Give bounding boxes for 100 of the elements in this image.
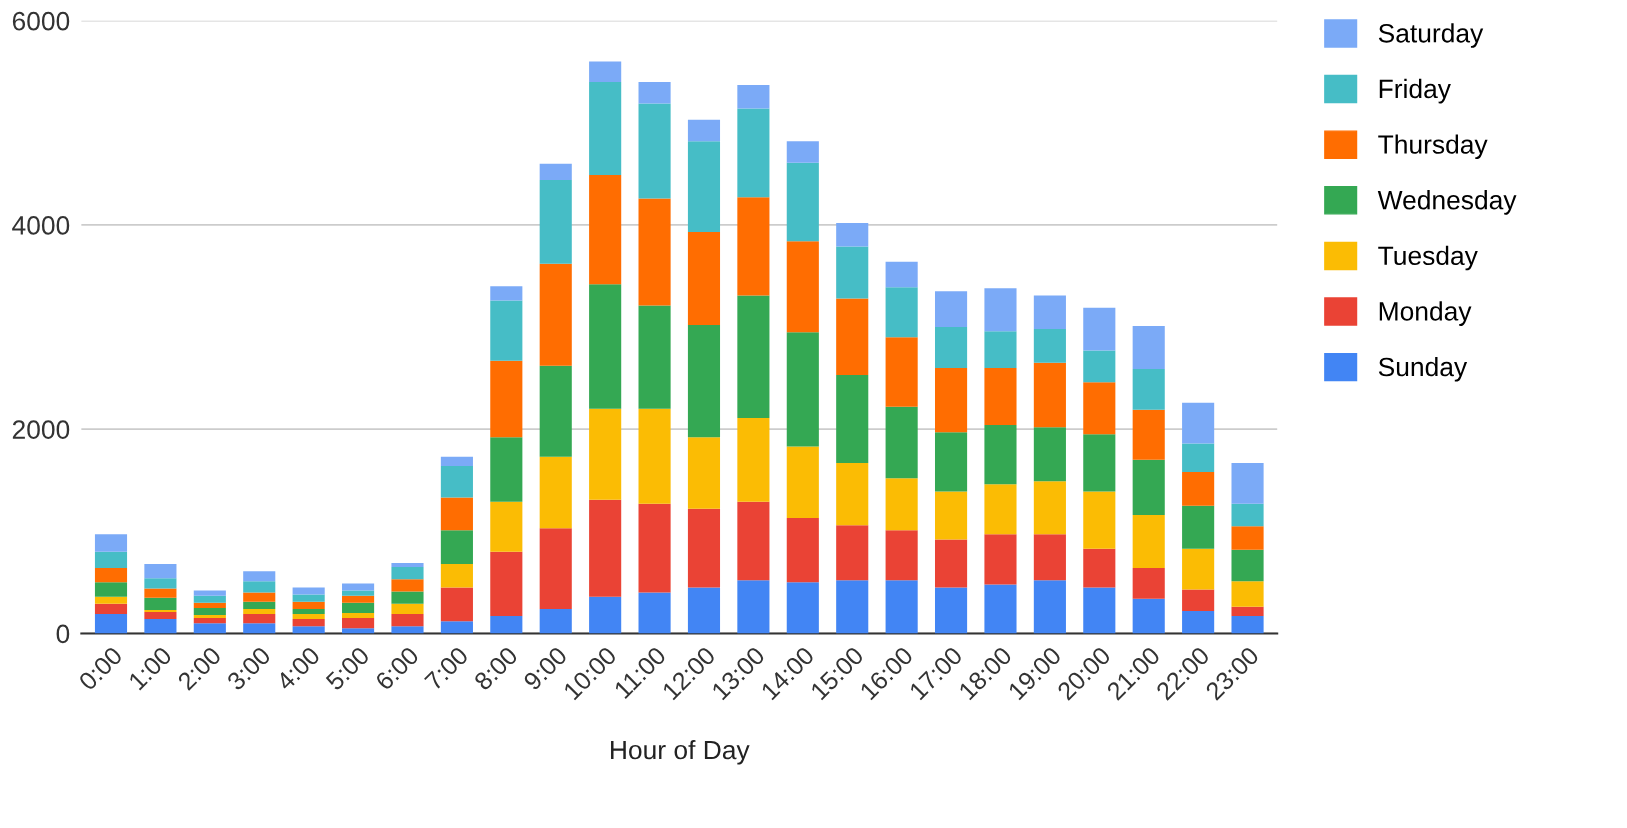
bar: [984, 367, 1017, 426]
bar: [935, 432, 968, 492]
bar: [1132, 368, 1165, 410]
bar: [539, 528, 572, 609]
bar: [490, 286, 523, 301]
bar: [638, 408, 671, 504]
bar: [243, 581, 276, 593]
bar: [243, 592, 276, 602]
bar: [935, 367, 968, 433]
legend-label: Friday: [1379, 78, 1451, 104]
bar: [1083, 350, 1116, 383]
bar: [1033, 481, 1066, 535]
x-axis-title: Hour of Day: [611, 739, 750, 765]
y-tick-label: 2000: [12, 420, 70, 439]
bar: [885, 406, 918, 479]
bar: [1231, 526, 1264, 550]
bar: [193, 590, 226, 596]
bar: [94, 534, 128, 552]
bar: [440, 621, 473, 634]
bar: [342, 590, 375, 596]
bar: [687, 232, 721, 326]
bar: [885, 261, 918, 288]
bar: [836, 298, 869, 376]
legend-label: Thursday: [1378, 134, 1488, 160]
bar: [984, 484, 1017, 535]
bar: [836, 525, 869, 581]
bar: [391, 591, 424, 604]
bar: [638, 198, 671, 306]
bar: [440, 587, 473, 622]
bar: [1083, 587, 1116, 634]
bar: [589, 81, 622, 175]
bar: [836, 375, 869, 463]
bar: [1033, 427, 1066, 482]
bar: [737, 580, 770, 634]
bar: [1033, 580, 1066, 634]
bar: [391, 562, 424, 568]
bar: [144, 619, 177, 634]
bar: [539, 608, 572, 634]
bar: [539, 365, 572, 457]
bar: [589, 499, 622, 597]
bar: [737, 295, 770, 418]
bar: [193, 595, 226, 603]
bar: [1231, 606, 1264, 617]
x-tick-label: 8:00: [473, 645, 519, 692]
bar: [144, 597, 177, 610]
bar: [342, 618, 375, 629]
bar: [292, 626, 325, 634]
bar: [935, 491, 968, 540]
bar: [1231, 616, 1264, 634]
x-tick-label: 6:00: [374, 645, 420, 692]
bar: [1132, 409, 1165, 460]
bar: [391, 579, 424, 592]
bar: [737, 501, 770, 581]
bar: [638, 305, 671, 409]
x-tick-label: 4:00: [275, 645, 321, 692]
bar: [1182, 548, 1215, 590]
bar: [1033, 534, 1066, 581]
bar: [1033, 295, 1066, 330]
bar: [391, 626, 424, 634]
bar: [935, 539, 968, 588]
bar: [935, 291, 968, 328]
bar: [1231, 462, 1264, 504]
bar: [1182, 589, 1215, 611]
bar: [490, 360, 523, 438]
legend-label: Monday: [1379, 301, 1472, 326]
bar: [440, 465, 473, 498]
legend-label: Saturday: [1378, 23, 1484, 48]
bar: [1132, 514, 1165, 569]
bar: [687, 587, 721, 634]
bar: [1132, 459, 1165, 515]
bar: [243, 571, 276, 582]
bar: [687, 141, 721, 233]
bar: [94, 551, 128, 569]
bar: [490, 616, 523, 634]
bar: [539, 180, 572, 264]
y-tick-label: 6000: [12, 11, 70, 31]
bar: [1182, 402, 1215, 444]
legend-label: Wednesday: [1377, 190, 1517, 215]
bar: [786, 518, 819, 583]
bar: [342, 613, 375, 619]
bar: [193, 623, 226, 634]
bar: [1083, 491, 1116, 549]
bar: [440, 563, 473, 588]
bar: [292, 601, 325, 609]
x-tick-label: 7:00: [423, 645, 470, 692]
bar: [243, 623, 276, 634]
bar: [687, 437, 721, 509]
bar: [440, 497, 473, 531]
bar: [539, 456, 572, 529]
bar: [786, 582, 819, 634]
bar: [144, 563, 177, 579]
bar: [490, 300, 523, 361]
bar: [687, 508, 721, 588]
bar: [885, 580, 918, 634]
bar: [342, 602, 375, 613]
bar: [638, 103, 671, 199]
bar: [292, 587, 325, 595]
bar: [193, 615, 226, 619]
bar: [1132, 598, 1165, 634]
bar: [589, 408, 622, 500]
